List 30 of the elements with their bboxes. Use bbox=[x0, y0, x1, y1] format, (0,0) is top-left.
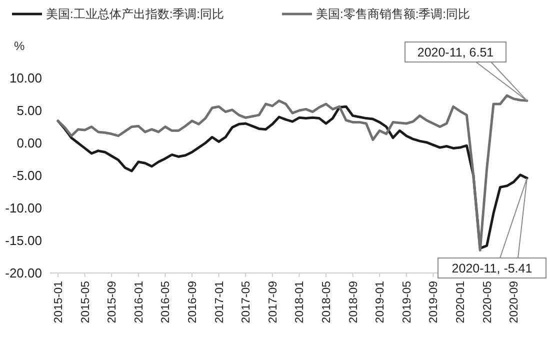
y-axis-title: % bbox=[14, 39, 25, 53]
text: 2020-11, 6.51 bbox=[417, 46, 494, 60]
x-tick-label: 2016-09 bbox=[187, 281, 199, 324]
y-tick-label: -10.00 bbox=[5, 200, 42, 216]
x-tick-label: 2017-05 bbox=[240, 281, 253, 324]
x-tick-label: 2015-05 bbox=[80, 281, 92, 324]
x-tick-label: 2020-01 bbox=[455, 281, 467, 324]
x-tick-label: 2015-09 bbox=[106, 281, 119, 324]
x-tick-label: 2019-09 bbox=[428, 281, 440, 324]
y-tick-label: 10.00 bbox=[9, 70, 42, 86]
x-tick-label: 2018-05 bbox=[321, 281, 333, 324]
x-tick-label: 2018-01 bbox=[294, 281, 306, 324]
x-tick-label: 2016-01 bbox=[133, 281, 146, 324]
x-tick-label: 2015-01 bbox=[53, 281, 65, 324]
x-tick-label: 2016-05 bbox=[160, 281, 172, 324]
x-tick-label: 2019-05 bbox=[401, 281, 414, 324]
y-tick-label: 5.00 bbox=[16, 103, 42, 118]
x-tick-label: 2020-09 bbox=[508, 281, 521, 324]
legend-label: 美国:零售商销售额:季调:同比 bbox=[316, 7, 470, 21]
annotation: 2020-11, -5.41 bbox=[452, 262, 532, 276]
x-tick-label: 2019-01 bbox=[374, 281, 387, 324]
x-tick-label: 2020-05 bbox=[482, 281, 494, 324]
x-tick-label: 2018-09 bbox=[348, 281, 360, 324]
y-tick-label: -20.00 bbox=[5, 266, 42, 280]
y-tick-label: 0.00 bbox=[16, 136, 42, 150]
y-tick-label: -15.00 bbox=[5, 233, 42, 248]
x-tick-label: 2017-01 bbox=[214, 281, 226, 324]
legend-label: 美国:工业总体产出指数:季调:同比 bbox=[46, 7, 224, 21]
y-tick-label: -5.00 bbox=[12, 168, 42, 183]
x-tick-label: 2017-09 bbox=[267, 281, 280, 324]
